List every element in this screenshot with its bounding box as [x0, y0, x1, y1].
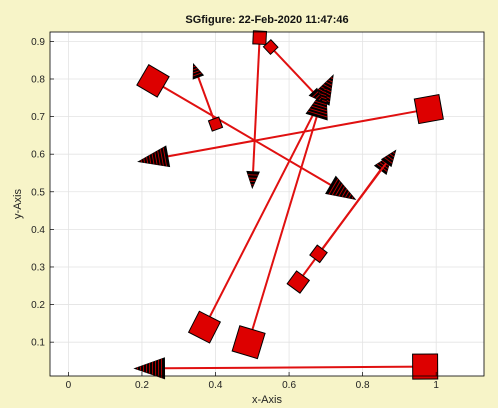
arrow-10 [133, 353, 439, 380]
x-tick-label: 0.2 [135, 380, 149, 391]
arrow-shaft [269, 46, 314, 93]
arrow-tail-marker [187, 310, 222, 344]
arrow-tail-marker [413, 93, 444, 125]
arrow-head-stripe [328, 79, 333, 83]
chart-title: SGfigure: 22-Feb-2020 11:47:46 [185, 14, 348, 26]
arrow-head-stripe [392, 151, 396, 155]
arrow-9 [309, 149, 397, 264]
y-tick-label: 0.2 [31, 300, 45, 311]
y-tick-label: 0.3 [31, 262, 45, 273]
arrow-tail-marker [252, 30, 268, 46]
arrow-head-stripe [315, 94, 320, 99]
arrow-head-stripe [348, 193, 352, 199]
arrow-head-stripe [162, 147, 167, 167]
arrow-6 [192, 62, 224, 132]
arrow-4 [231, 85, 328, 360]
arrow-shaft [197, 76, 217, 125]
arrow-shaft [252, 37, 261, 172]
y-tick-label: 0.5 [31, 187, 45, 198]
y-ticks: 0.1 0.2 0.3 0.4 0.5 0.6 0.7 0.8 0.9 [31, 37, 54, 349]
arrow-head-stripe [313, 103, 327, 109]
arrow-head-stripe [328, 178, 339, 195]
y-tick-label: 0.1 [31, 338, 45, 349]
arrow-shaft [247, 116, 318, 343]
arrow-head [380, 149, 397, 168]
arrow-head-stripe [386, 155, 394, 161]
arrow-5 [246, 30, 268, 190]
arrow-head-stripe [307, 110, 328, 118]
arrow-head-stripe [309, 108, 328, 115]
arrow-head-stripe [148, 155, 152, 164]
arrow-shaft [203, 100, 322, 328]
arrow-head-stripe [345, 191, 350, 198]
arrow-shaft [164, 365, 426, 370]
arrow-tail-marker [286, 270, 311, 294]
arrow-tail-marker [136, 64, 170, 98]
arrow-head-stripe [193, 72, 202, 77]
arrow-head-stripe [320, 93, 327, 97]
x-ticks: 0 0.2 0.4 0.6 0.8 1 [66, 372, 439, 391]
y-tick-label: 0.4 [31, 225, 45, 236]
y-tick-label: 0.6 [31, 150, 45, 161]
arrow-head-stripe [157, 150, 161, 166]
arrow-head-stripe [312, 91, 319, 98]
arrow-head-stripe [314, 100, 327, 106]
x-tick-label: 0 [66, 380, 72, 391]
x-tick-label: 0.6 [282, 380, 296, 391]
arrow-2 [137, 93, 444, 168]
grid [50, 32, 484, 376]
arrow-head-stripe [323, 88, 327, 90]
arrow-head-stripe [311, 105, 327, 112]
arrow-head-stripe [323, 84, 332, 89]
arrow-head-stripe [159, 149, 164, 166]
arrow-head-stripe [193, 70, 200, 74]
arrow-shaft [167, 108, 430, 158]
arrow-head-stripe [338, 186, 345, 197]
arrow-tail-marker [262, 39, 279, 56]
x-tick-label: 1 [433, 380, 439, 391]
arrow-head-stripe [146, 156, 149, 164]
y-tick-label: 0.8 [31, 74, 45, 85]
arrow-head-stripe [351, 196, 354, 199]
arrow-head-stripe [154, 152, 158, 165]
x-tick-label: 0.8 [356, 380, 370, 391]
arrow-head-stripe [384, 157, 393, 164]
y-axis-label: y-Axis [12, 189, 24, 219]
arrow-head-stripe [330, 77, 333, 79]
arrow-head-stripe [341, 188, 348, 197]
arrow-head [305, 85, 328, 121]
quiver-arrows [133, 30, 444, 380]
x-tick-label: 0.4 [209, 380, 223, 391]
arrow-tail-marker [309, 244, 328, 264]
arrow-head-stripe [318, 97, 322, 101]
arrow-head-stripe [143, 158, 145, 163]
arrow-head-stripe [389, 153, 395, 158]
x-axis-label: x-Axis [252, 394, 282, 406]
arrow-tail-marker [412, 353, 439, 380]
y-tick-label: 0.9 [31, 37, 45, 48]
arrow-head-stripe [335, 183, 343, 196]
arrow-tail-marker [207, 116, 224, 132]
arrow-head-stripe [331, 181, 341, 196]
arrow-head-stripe [193, 68, 198, 71]
arrow-head-stripe [193, 65, 196, 68]
arrow-head-stripe [151, 153, 155, 165]
arrow-7 [262, 39, 323, 103]
arrow-tail-marker [231, 325, 266, 360]
y-tick-label: 0.7 [31, 112, 45, 123]
arrow-head-stripe [322, 91, 327, 94]
arrow-head-stripe [325, 81, 333, 86]
arrow-shaft [317, 162, 388, 255]
axes-box [49, 31, 485, 377]
